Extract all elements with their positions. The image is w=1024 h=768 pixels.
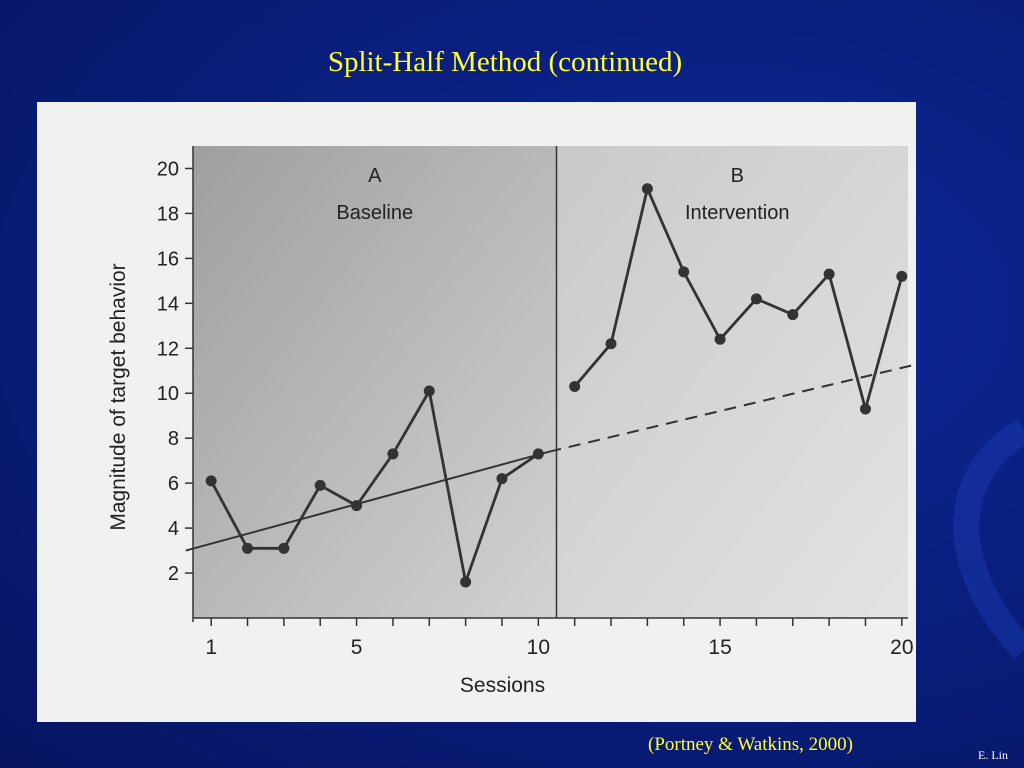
phase-a-region [193,146,557,618]
phase-name: Intervention [685,202,790,224]
data-point [532,448,544,460]
y-tick-label: 6 [168,473,179,495]
series-line-intervention [573,184,904,415]
data-point [569,380,581,392]
data-point [460,576,472,588]
data-point [496,473,508,485]
y-tick-label: 18 [157,203,179,225]
data-point [641,183,653,195]
data-point [242,542,254,554]
data-point [387,448,399,460]
data-point [205,475,217,487]
x-tick-label: 20 [890,636,913,659]
data-point [787,309,799,321]
phase-b-region [556,146,908,618]
series-line-baseline [209,387,540,588]
data-point [859,403,871,415]
background-swoosh [953,418,1024,660]
phase-letter: A [368,165,382,187]
citation: (Portney & Watkins, 2000) [648,734,853,755]
y-tick-label: 14 [157,293,179,315]
data-point [351,500,363,512]
y-tick-label: 8 [168,428,179,450]
data-point [896,270,908,282]
x-tick-label: 15 [708,636,731,659]
projected-trend-line [548,363,916,453]
phase-letter: B [731,165,744,187]
y-tick-label: 4 [168,518,179,540]
y-tick-label: 10 [157,383,179,405]
data-point [605,338,617,350]
x-tick-label: 10 [527,636,550,659]
x-axis-label: Sessions [460,674,545,697]
data-point [750,293,762,305]
y-tick-label: 16 [157,248,179,270]
data-point [314,479,326,491]
y-tick-label: 12 [157,338,179,360]
author-label: E. Lin [978,748,1008,762]
y-axis-label: Magnitude of target behavior [107,263,130,530]
data-point [278,542,290,554]
x-tick-label: 5 [351,636,363,659]
slide-title: Split-Half Method (continued) [327,46,683,78]
data-point [678,266,690,278]
x-tick-label: 1 [205,636,217,659]
y-tick-label: 2 [168,563,179,585]
data-point [823,268,835,280]
baseline-trend-line [185,450,550,552]
phase-name: Baseline [336,202,413,224]
y-tick-label: 20 [157,158,179,180]
data-point [714,333,726,345]
data-point [423,385,435,397]
chart-figure: 2 4 6 8 10 12 14 16 18 20 1 5 10 15 20 Sessions Magnitud… [37,102,916,722]
